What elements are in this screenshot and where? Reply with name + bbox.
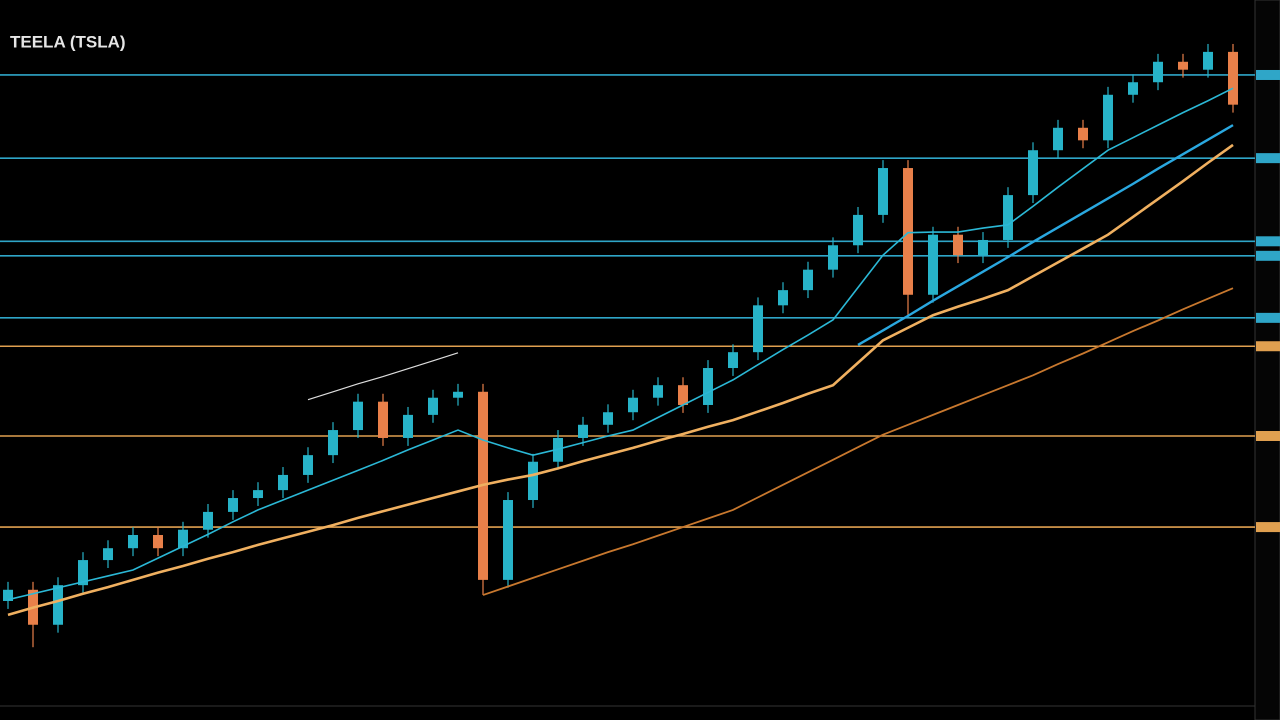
price-axis bbox=[1254, 0, 1280, 720]
candle-body bbox=[928, 234, 938, 295]
level-tag bbox=[1256, 312, 1280, 323]
candle-body bbox=[778, 290, 788, 306]
candle-body bbox=[53, 585, 63, 625]
candle-body bbox=[1178, 61, 1188, 70]
candle-body bbox=[1078, 127, 1088, 141]
candle-body bbox=[353, 401, 363, 431]
candle-body bbox=[828, 245, 838, 270]
indicator-line bbox=[7, 143, 1234, 617]
candle-body bbox=[578, 424, 588, 438]
candle-body bbox=[628, 397, 638, 413]
candle-body bbox=[128, 535, 138, 549]
candle-body bbox=[878, 168, 888, 215]
candle-body bbox=[1003, 195, 1013, 240]
candle-body bbox=[253, 490, 263, 499]
candle-body bbox=[403, 414, 413, 438]
candle-body bbox=[1028, 150, 1038, 196]
level-tag bbox=[1256, 341, 1280, 352]
candle-body bbox=[303, 455, 313, 475]
candle-body bbox=[753, 305, 763, 353]
indicator-line bbox=[307, 352, 459, 401]
level-tag bbox=[1256, 250, 1280, 261]
candle-body bbox=[728, 352, 738, 369]
candle-body bbox=[153, 535, 163, 549]
candle-body bbox=[1103, 94, 1113, 141]
candle-body bbox=[3, 589, 13, 601]
candle-body bbox=[703, 368, 713, 405]
level-tag bbox=[1256, 236, 1280, 247]
level-tag bbox=[1256, 431, 1280, 441]
candle-body bbox=[278, 474, 288, 491]
candle-body bbox=[178, 529, 188, 549]
candle-body bbox=[453, 391, 463, 398]
candle-body bbox=[978, 239, 988, 256]
candle-body bbox=[653, 385, 663, 398]
candle-body bbox=[1153, 61, 1163, 83]
candle-body bbox=[903, 168, 913, 295]
candle-body bbox=[103, 548, 113, 561]
chart-title: TEELA (TSLA) bbox=[10, 32, 126, 51]
level-tag bbox=[1256, 69, 1280, 80]
candle-body bbox=[1203, 51, 1213, 70]
candle-body bbox=[1053, 127, 1063, 151]
candle-body bbox=[428, 397, 438, 415]
candle-body bbox=[603, 412, 613, 425]
candle-body bbox=[528, 461, 538, 501]
indicator-line bbox=[482, 287, 1234, 596]
candle-body bbox=[328, 430, 338, 456]
level-tag bbox=[1256, 522, 1280, 533]
candle-body bbox=[228, 498, 238, 512]
candle-body bbox=[378, 401, 388, 438]
indicator-line bbox=[857, 124, 1234, 346]
candle-body bbox=[678, 385, 688, 405]
candle-body bbox=[1128, 82, 1138, 95]
candle-body bbox=[203, 511, 213, 530]
candle-body bbox=[803, 269, 813, 291]
candle-body bbox=[503, 500, 513, 580]
candle-body bbox=[1228, 51, 1238, 105]
indicator-line bbox=[7, 87, 1234, 601]
level-tag bbox=[1256, 153, 1280, 164]
candle-body bbox=[78, 560, 88, 586]
candle-body bbox=[853, 214, 863, 246]
candle-body bbox=[953, 234, 963, 256]
